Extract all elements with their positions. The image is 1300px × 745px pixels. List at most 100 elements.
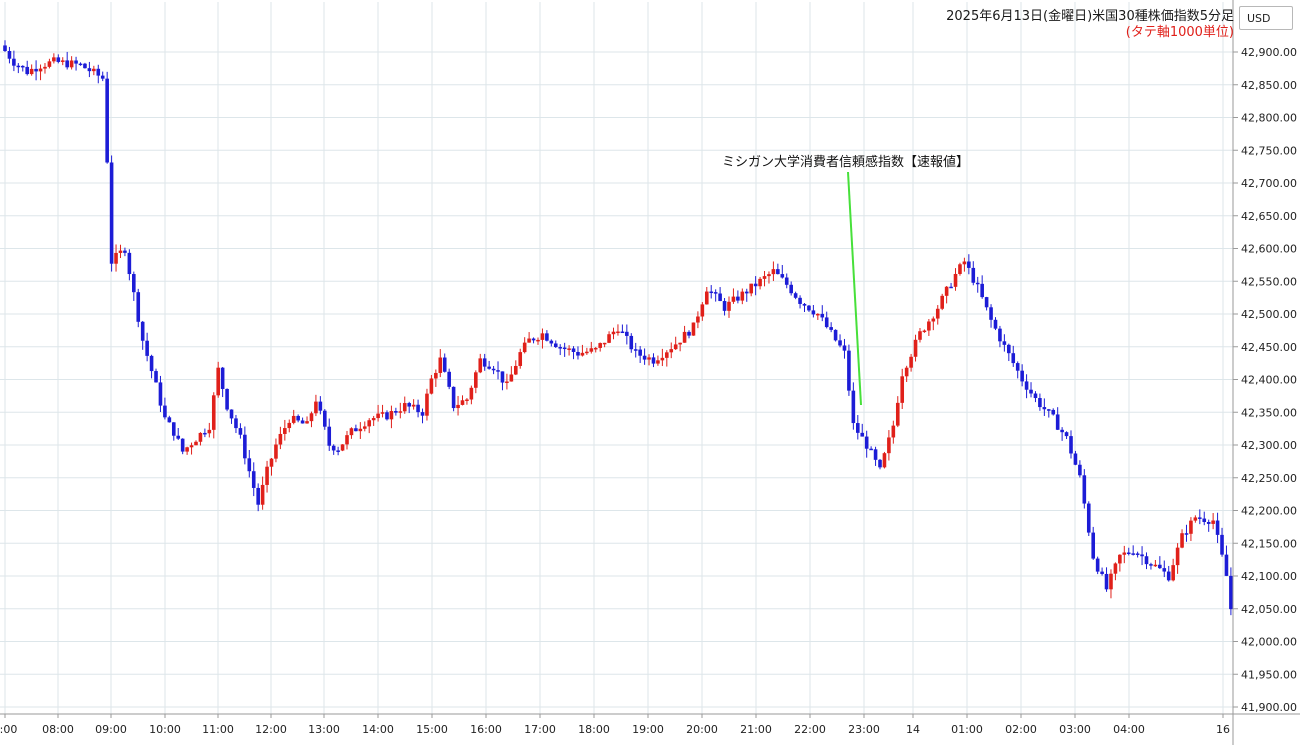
candle-up: [194, 441, 198, 446]
candle-down: [180, 438, 185, 452]
candle-up: [816, 313, 820, 316]
candle-down: [1007, 344, 1011, 354]
candle-up: [43, 66, 47, 69]
candle-down: [1131, 553, 1135, 555]
candle-up: [38, 68, 43, 72]
candle-down: [105, 78, 109, 163]
candle-down: [1002, 341, 1007, 345]
candle-down: [318, 401, 323, 411]
candle-down: [753, 283, 758, 287]
price-tick-label: 41,950.00: [1241, 668, 1297, 681]
candle-down: [1069, 436, 1073, 454]
candle-down: [1060, 429, 1064, 433]
candle-up: [682, 331, 687, 343]
candle-down: [736, 296, 740, 301]
candle-down: [451, 386, 456, 409]
candle-down: [394, 411, 398, 413]
time-tick-label: 23:00: [848, 723, 880, 736]
candle-down: [1206, 521, 1211, 524]
candle-down: [1202, 518, 1207, 522]
time-tick-label: 22:00: [794, 723, 826, 736]
candle-up: [460, 400, 465, 405]
candle-down: [34, 68, 38, 72]
candle-down: [1100, 571, 1104, 574]
candle-up: [371, 418, 376, 421]
candle-down: [838, 340, 842, 346]
candle-down: [789, 284, 793, 294]
candle-down: [247, 458, 252, 472]
candle-up: [69, 60, 74, 68]
candle-up: [402, 403, 407, 412]
candle-up: [1153, 564, 1158, 567]
price-axis: 41,900.00 41,950.00 42,000.00 42,050.00 42,1…: [1232, 0, 1297, 745]
candle-down: [784, 277, 789, 285]
candle-down: [296, 415, 300, 421]
candle-down: [1038, 398, 1042, 408]
candle-up: [540, 333, 545, 340]
candle-down: [802, 303, 807, 306]
time-tick-label: 14: [906, 723, 920, 736]
candle-up: [740, 291, 745, 301]
candle-up: [953, 273, 958, 287]
candle-down: [629, 335, 634, 350]
candle-up: [527, 338, 531, 343]
candle-up: [1171, 565, 1175, 581]
candle-up: [700, 304, 705, 317]
candle-up: [567, 348, 571, 350]
candle-down: [1011, 353, 1016, 364]
time-tick-label: 02:00: [1005, 723, 1037, 736]
annotation-layer: [847, 171, 862, 406]
candle-down: [416, 404, 420, 413]
candle-up: [345, 435, 349, 445]
candle-up: [904, 367, 909, 377]
candle-down: [74, 60, 78, 64]
candle-down: [851, 390, 856, 424]
candle-up: [29, 68, 34, 75]
candle-down: [558, 347, 563, 349]
candle-down: [140, 321, 145, 341]
candle-up: [309, 413, 314, 422]
candle-up: [269, 458, 274, 467]
candle-up: [434, 372, 438, 379]
candle-down: [971, 267, 976, 283]
candle-down: [1086, 503, 1091, 533]
candle-down: [482, 358, 487, 367]
candle-up: [611, 331, 616, 335]
price-tick-label: 41,900.00: [1241, 701, 1297, 714]
candle-down: [1042, 407, 1047, 410]
candle-down: [980, 283, 984, 298]
candle-down: [1149, 564, 1153, 566]
candle-down: [1029, 389, 1033, 394]
candle-up: [598, 343, 602, 348]
time-tick-label: 08:00: [42, 723, 74, 736]
candle-down: [132, 274, 136, 293]
chart-subtitle: (タテ軸1000単位): [1125, 25, 1234, 40]
candle-down: [1055, 414, 1060, 430]
candle-down: [1166, 571, 1171, 581]
candle-up: [665, 352, 669, 358]
candle-down: [154, 371, 158, 383]
candle-down: [1033, 393, 1038, 399]
candle-up: [380, 412, 385, 414]
candle-up: [376, 413, 380, 419]
candle-down: [1224, 554, 1229, 576]
candle-down: [842, 345, 847, 351]
candle-down: [100, 75, 105, 79]
candle-down: [829, 327, 833, 330]
candle-down: [331, 445, 336, 451]
candle-down: [1051, 409, 1056, 415]
chart-title: 2025年6月13日(金曜日)米国30種株価指数5分足: [946, 9, 1234, 24]
candle-up: [198, 432, 203, 442]
candle-down: [620, 331, 625, 334]
currency-button[interactable]: USD: [1239, 6, 1293, 30]
candle-down: [78, 63, 83, 66]
candle-down: [873, 449, 878, 460]
candle-down: [780, 274, 785, 278]
time-tick-label: 16:00: [470, 723, 502, 736]
candle-down: [1220, 534, 1224, 555]
candle-down: [744, 291, 749, 294]
price-tick-label: 42,400.00: [1241, 374, 1297, 387]
candle-down: [136, 292, 141, 322]
candle-up: [47, 61, 52, 67]
candle-up: [518, 352, 523, 366]
